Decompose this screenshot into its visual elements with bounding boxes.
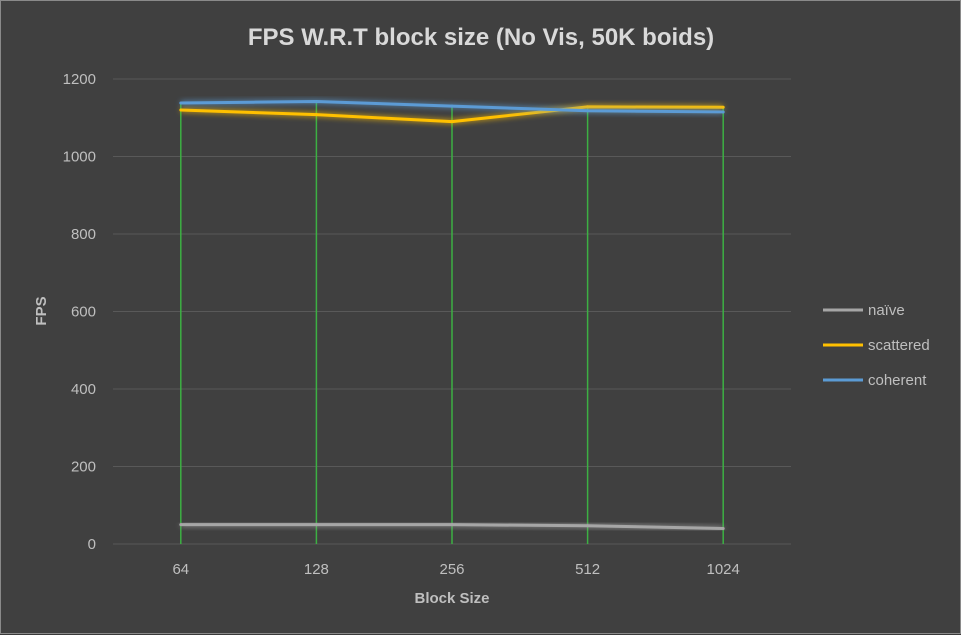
data-point — [450, 120, 454, 124]
y-tick-label: 600 — [71, 304, 96, 321]
y-axis-title: FPS — [33, 296, 50, 325]
data-point — [586, 105, 590, 109]
data-point — [586, 524, 590, 528]
data-point — [314, 113, 318, 117]
x-tick-label: 1024 — [707, 561, 740, 578]
data-point — [314, 523, 318, 527]
data-point — [179, 108, 183, 112]
y-tick-label: 1000 — [63, 149, 96, 166]
data-point — [179, 523, 183, 527]
legend-label: naïve — [868, 302, 905, 319]
x-tick-labels: 64 128 256 512 1024 — [172, 561, 739, 578]
data-point — [450, 104, 454, 108]
x-tick-label: 128 — [304, 561, 329, 578]
data-point — [450, 523, 454, 527]
y-tick-label: 0 — [88, 536, 96, 553]
data-point — [179, 101, 183, 105]
series-lines — [179, 99, 725, 530]
x-tick-label: 512 — [575, 561, 600, 578]
drop-lines — [180, 101, 724, 544]
data-point — [721, 527, 725, 530]
legend-label: scattered — [868, 337, 930, 354]
x-axis-title: Block Size — [414, 590, 489, 607]
data-point — [586, 109, 590, 113]
data-point — [721, 110, 725, 114]
legend-item: coherent — [823, 372, 927, 389]
x-tick-label: 64 — [172, 561, 189, 578]
y-tick-label: 400 — [71, 381, 96, 398]
legend-item: naïve — [823, 302, 905, 319]
y-tick-label: 1200 — [63, 71, 96, 88]
legend: naïve scattered coherent — [823, 302, 930, 389]
data-point — [721, 105, 725, 109]
y-tick-label: 200 — [71, 459, 96, 476]
chart-title: FPS W.R.T block size (No Vis, 50K boids) — [248, 24, 714, 51]
legend-item: scattered — [823, 337, 930, 354]
data-point — [314, 99, 318, 103]
legend-label: coherent — [868, 372, 927, 389]
y-tick-label: 800 — [71, 226, 96, 243]
x-tick-label: 256 — [439, 561, 464, 578]
y-tick-labels: 0 200 400 600 800 1000 1200 — [63, 71, 96, 553]
